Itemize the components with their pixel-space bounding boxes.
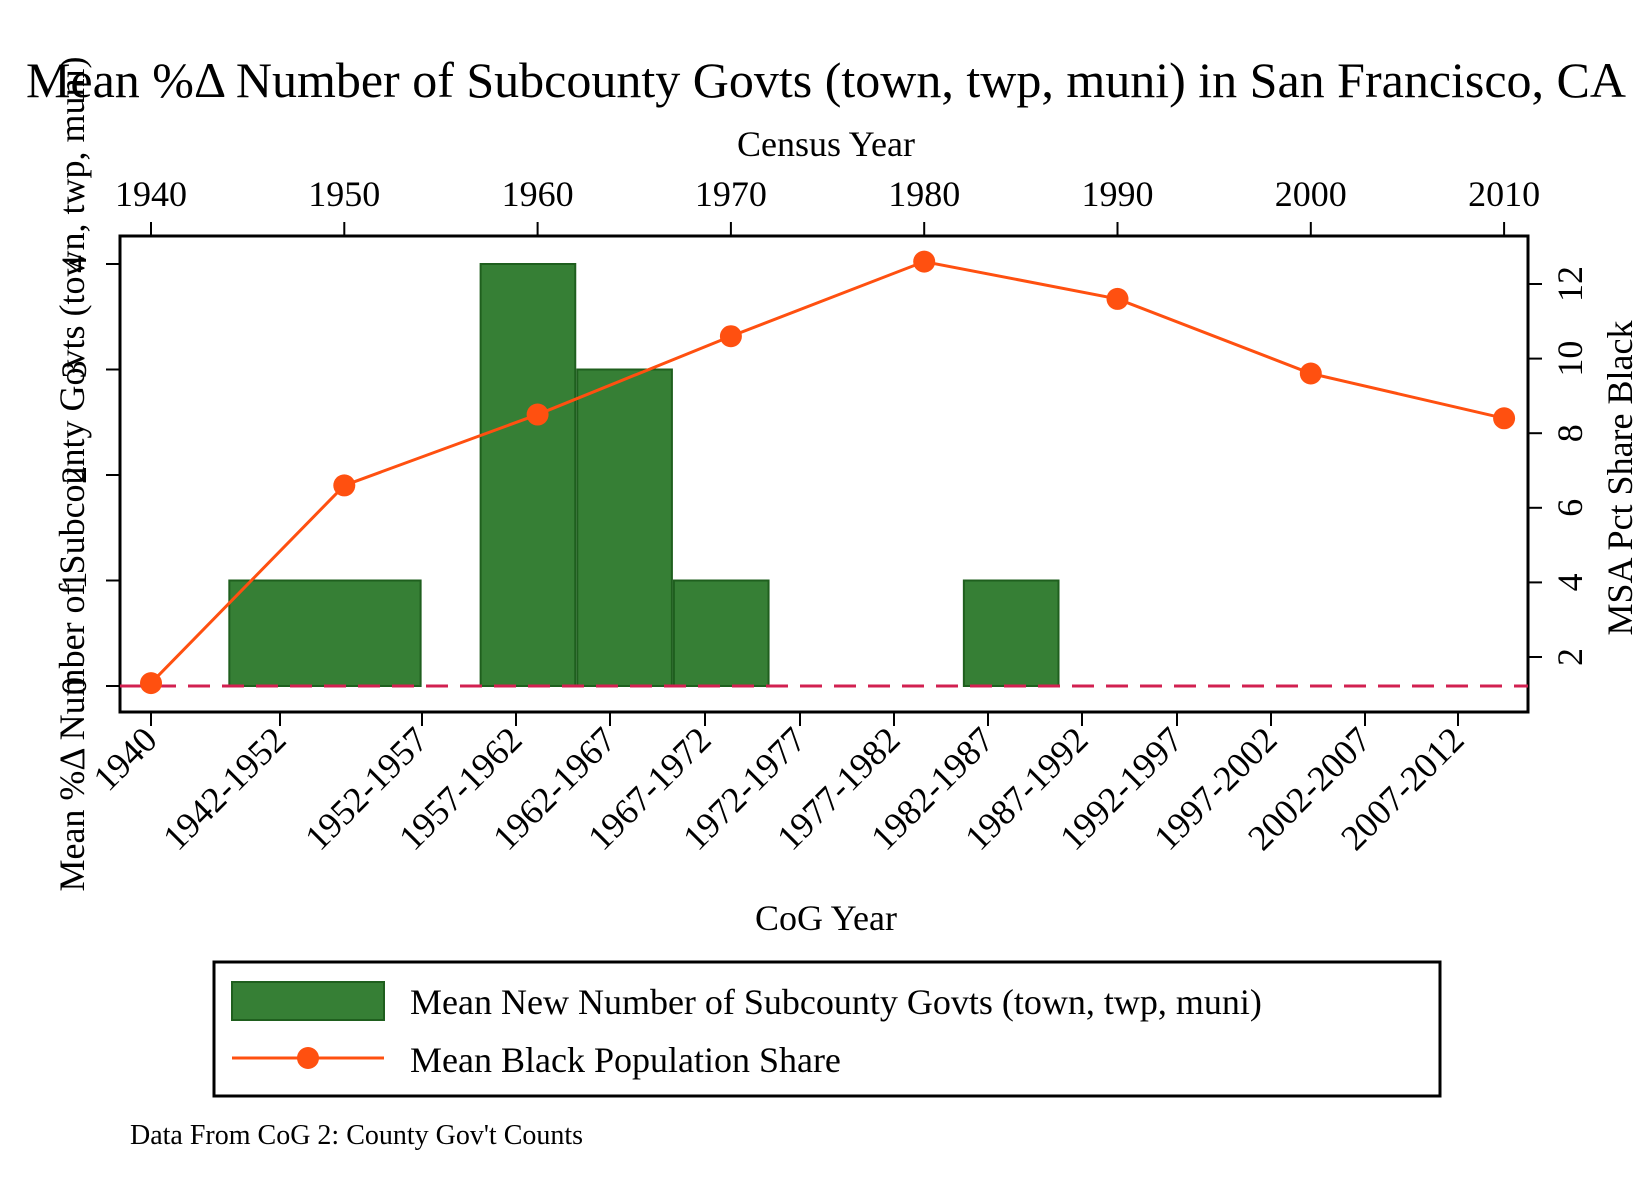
y-tick-label-0: 0 <box>54 677 94 695</box>
legend-box <box>212 960 1442 1098</box>
legend: Mean New Number of Subcounty Govts (town… <box>212 960 1442 1098</box>
black-share-point-1990 <box>1106 287 1129 310</box>
x2-tick-label-2010: 2010 <box>1468 174 1540 214</box>
y2-tick-label-8: 8 <box>1550 424 1590 442</box>
legend-label-line: Mean Black Population Share <box>410 1040 841 1080</box>
bar-1944-1954 <box>228 579 422 687</box>
legend-label-bars: Mean New Number of Subcounty Govts (town… <box>410 982 1262 1022</box>
y2-axis-label: MSA Pct Share Black <box>1600 321 1640 636</box>
black-share-point-1970 <box>719 325 742 348</box>
x2-tick-label-1970: 1970 <box>695 174 767 214</box>
x-tick-label-1942-1952: 1942-1952 <box>155 719 294 858</box>
x2-tick-label-1990: 1990 <box>1082 174 1154 214</box>
y-tick-label-2: 2 <box>54 466 94 484</box>
x2-axis-label: Census Year <box>737 124 915 164</box>
y2-tick-label-12: 12 <box>1550 266 1590 302</box>
x2-tick-label-1940: 1940 <box>115 174 187 214</box>
legend-swatch-bars <box>231 981 385 1021</box>
y2-tick-label-2: 2 <box>1550 648 1590 666</box>
y2-tick-label-6: 6 <box>1550 499 1590 517</box>
x-axis-label: CoG Year <box>755 898 897 938</box>
bar-1967-1972 <box>672 579 770 687</box>
bar-1962-1967 <box>576 368 673 687</box>
bar-series <box>228 263 1060 687</box>
y-tick-label-4: 4 <box>54 255 94 273</box>
y2-tick-label-10: 10 <box>1550 341 1590 377</box>
x-axis-top: 1940 1950 1960 1970 1980 1990 2000 2010 Census Y… <box>115 124 1540 236</box>
source-note: Data From CoG 2: County Gov't Counts <box>130 1120 583 1151</box>
x2-tick-label-2000: 2000 <box>1275 174 1347 214</box>
bar-1957-1962 <box>479 263 577 687</box>
black-share-point-1960 <box>526 403 549 426</box>
black-share-point-2000 <box>1299 362 1322 385</box>
y2-tick-label-4: 4 <box>1550 573 1590 591</box>
black-share-point-1980 <box>913 250 936 273</box>
x2-tick-label-1950: 1950 <box>308 174 380 214</box>
black-share-line <box>149 260 1505 685</box>
y-tick-label-1: 1 <box>54 572 94 590</box>
y-axis-label: Mean %Δ Number of Subcounty Govts (town,… <box>52 56 92 891</box>
x2-tick-label-1960: 1960 <box>502 174 574 214</box>
y-axis-right: 2 4 6 8 10 12 MSA Pct Share Black <box>1528 266 1640 666</box>
x-tick-label-1940: 1940 <box>85 719 164 798</box>
legend-swatch-marker <box>297 1047 319 1069</box>
bar-1982-1987 <box>962 579 1060 687</box>
chart-title: Mean %Δ Number of Subcounty Govts (town,… <box>26 52 1626 108</box>
y-tick-label-3: 3 <box>54 361 94 379</box>
line-series <box>140 250 1516 695</box>
black-share-point-1940 <box>140 672 162 695</box>
black-share-point-2010 <box>1493 407 1516 430</box>
x2-tick-label-1980: 1980 <box>888 174 960 214</box>
black-share-point-1950 <box>333 474 356 497</box>
